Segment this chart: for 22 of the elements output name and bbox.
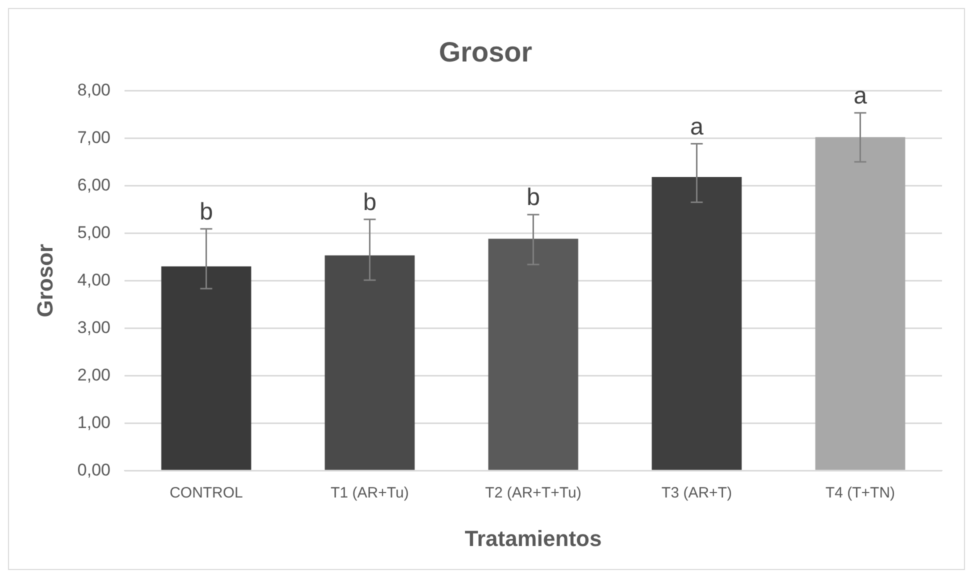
x-tick-label: T1 (AR+Tu)	[330, 484, 409, 502]
x-tick-label: T3 (AR+T)	[662, 484, 732, 502]
x-tick-label: T2 (AR+T+Tu)	[485, 484, 582, 502]
y-tick-label: 7,00	[77, 128, 110, 147]
x-tick-label: T4 (T+TN)	[825, 484, 896, 502]
x-tick-label: CONTROL	[170, 484, 243, 502]
annotation: b	[526, 184, 540, 212]
y-tick-label: 1,00	[77, 412, 110, 432]
annotation: b	[200, 198, 213, 226]
annotation: a	[854, 82, 868, 110]
y-axis-title: Grosor	[32, 243, 58, 318]
y-tick-label: 3,00	[77, 318, 110, 337]
y-tick-label: 6,00	[77, 175, 110, 194]
y-tick-label: 8,00	[77, 80, 110, 100]
y-tick-label: 5,00	[77, 222, 110, 242]
chart-title: Grosor	[438, 36, 532, 68]
y-tick-label: 2,00	[77, 365, 110, 384]
annotation: a	[690, 113, 704, 140]
annotation: b	[363, 188, 376, 216]
y-tick-label: 4,00	[77, 270, 110, 290]
x-axis-title: Tratamientos	[464, 526, 602, 551]
y-tick-label: 0,00	[77, 460, 110, 480]
